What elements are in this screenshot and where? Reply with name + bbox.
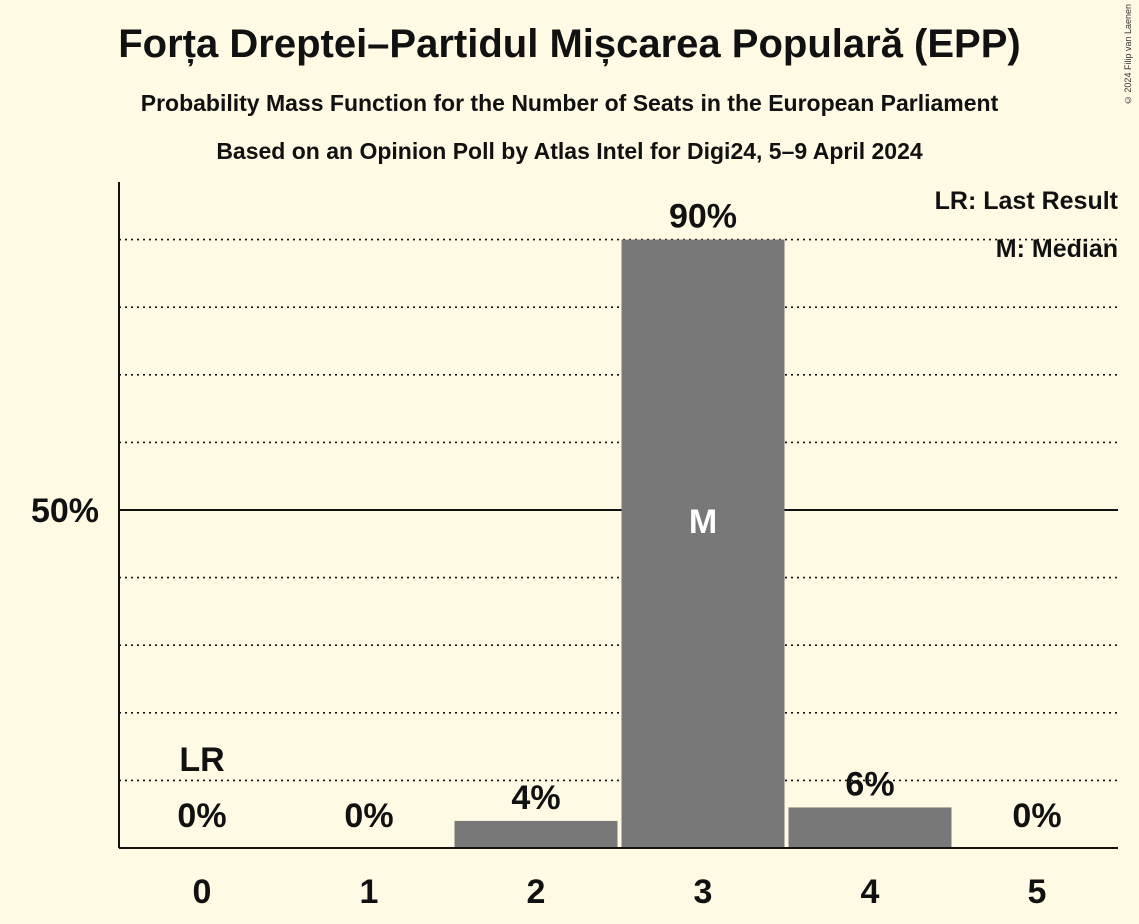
chart-title: Forța Dreptei–Partidul Mișcarea Populară… bbox=[118, 22, 1021, 66]
legend-median: M: Median bbox=[996, 235, 1118, 263]
x-tick-label: 4 bbox=[861, 873, 880, 911]
axes bbox=[118, 182, 1118, 849]
bar-seat-4 bbox=[788, 807, 952, 848]
x-tick-label: 0 bbox=[193, 873, 212, 911]
data-label: 4% bbox=[511, 779, 560, 817]
bars bbox=[454, 239, 952, 849]
last-result-marker: LR bbox=[179, 741, 224, 779]
bar-seat-2 bbox=[454, 820, 618, 848]
data-label: 0% bbox=[177, 797, 226, 835]
labels: 50%0 1 2 3 4 50% 0% 4%90%6%0%LRM bbox=[31, 198, 1062, 911]
data-label: 6% bbox=[845, 765, 894, 803]
data-label: 90% bbox=[669, 198, 737, 236]
bar-seat-3 bbox=[621, 239, 785, 849]
legend-last-result: LR: Last Result bbox=[935, 187, 1119, 215]
data-label: 0% bbox=[344, 797, 393, 835]
x-tick-label: 5 bbox=[1028, 873, 1047, 911]
x-tick-label: 2 bbox=[527, 873, 546, 911]
data-label: 0% bbox=[1012, 797, 1061, 835]
median-marker: M bbox=[689, 503, 717, 541]
gridlines bbox=[119, 238, 1118, 782]
y-tick-label: 50% bbox=[31, 492, 99, 530]
chart-source: Based on an Opinion Poll by Atlas Intel … bbox=[216, 138, 923, 164]
x-tick-label: 3 bbox=[694, 873, 713, 911]
x-tick-label: 1 bbox=[360, 873, 379, 911]
chart-subtitle: Probability Mass Function for the Number… bbox=[140, 90, 999, 116]
